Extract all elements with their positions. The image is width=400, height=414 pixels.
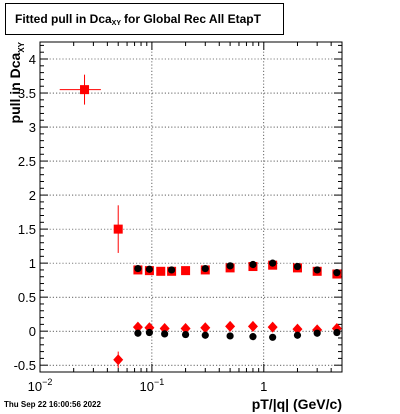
- data-point-circle: [226, 262, 234, 270]
- timestamp: Thu Sep 22 16:00:56 2022: [4, 400, 101, 409]
- data-point-diamond: [247, 320, 258, 332]
- data-point-circle: [145, 328, 154, 337]
- x-tick-label: 1: [260, 379, 267, 394]
- y-tick-label: 2: [29, 188, 36, 203]
- data-point-circle: [201, 331, 209, 339]
- data-point-circle: [293, 331, 302, 339]
- data-point-circle: [167, 266, 176, 274]
- data-point-circle: [249, 260, 257, 269]
- data-point-square: [181, 266, 191, 276]
- data-point-circle: [293, 262, 302, 271]
- data-point-circle: [333, 269, 341, 277]
- data-point-diamond: [132, 321, 143, 333]
- data-point-circle: [134, 264, 142, 273]
- data-point-circle: [226, 332, 234, 340]
- data-point-circle: [249, 333, 257, 341]
- y-tick-label: 0: [29, 324, 36, 339]
- y-tick-label: 3: [29, 120, 36, 135]
- data-point-circle: [333, 328, 341, 337]
- data-point-diamond: [113, 354, 124, 366]
- y-tick-label: -0.5: [14, 358, 36, 373]
- data-point-diamond: [159, 322, 170, 334]
- data-point-circle: [134, 329, 142, 337]
- chart-title: Fitted pull in Dca XY for Global Rec All E…: [5, 3, 284, 35]
- data-point-square: [113, 224, 123, 234]
- data-point-diamond: [180, 322, 191, 334]
- x-tick-label: 10−1: [140, 377, 165, 394]
- y-axis-label: pull in DcaXY: [7, 41, 26, 123]
- data-point-circle: [181, 330, 190, 339]
- data-point-circle: [201, 264, 209, 273]
- x-tick-label: 10−2: [28, 377, 53, 394]
- data-point-circle: [313, 266, 321, 274]
- data-point-diamond: [200, 322, 211, 334]
- y-tick-label: 1.5: [18, 222, 36, 237]
- data-point-diamond: [267, 321, 278, 333]
- data-point-diamond: [292, 323, 303, 335]
- data-point-circle: [145, 265, 154, 273]
- data-point-circle: [161, 330, 169, 338]
- data-point-circle: [269, 333, 277, 341]
- y-tick-label: 4: [29, 52, 36, 67]
- chart-title-rest: for Global Rec All EtapT: [124, 12, 261, 26]
- y-tick-label: 1: [29, 256, 36, 271]
- x-axis-label: pT/|q| (GeV/c): [252, 396, 342, 412]
- data-point-square: [80, 85, 90, 95]
- y-tick-label: 0.5: [18, 290, 36, 305]
- data-point-circle: [269, 259, 277, 267]
- plot-frame: [39, 41, 343, 373]
- data-point-diamond: [225, 320, 236, 332]
- y-tick-label: 3.5: [18, 86, 36, 101]
- y-tick-label: 2.5: [18, 154, 36, 169]
- data-point-square: [156, 266, 166, 276]
- chart-title-main: Fitted pull in Dca: [15, 12, 112, 26]
- data-point-circle: [313, 329, 321, 337]
- chart-title-subscript: XY: [111, 19, 122, 27]
